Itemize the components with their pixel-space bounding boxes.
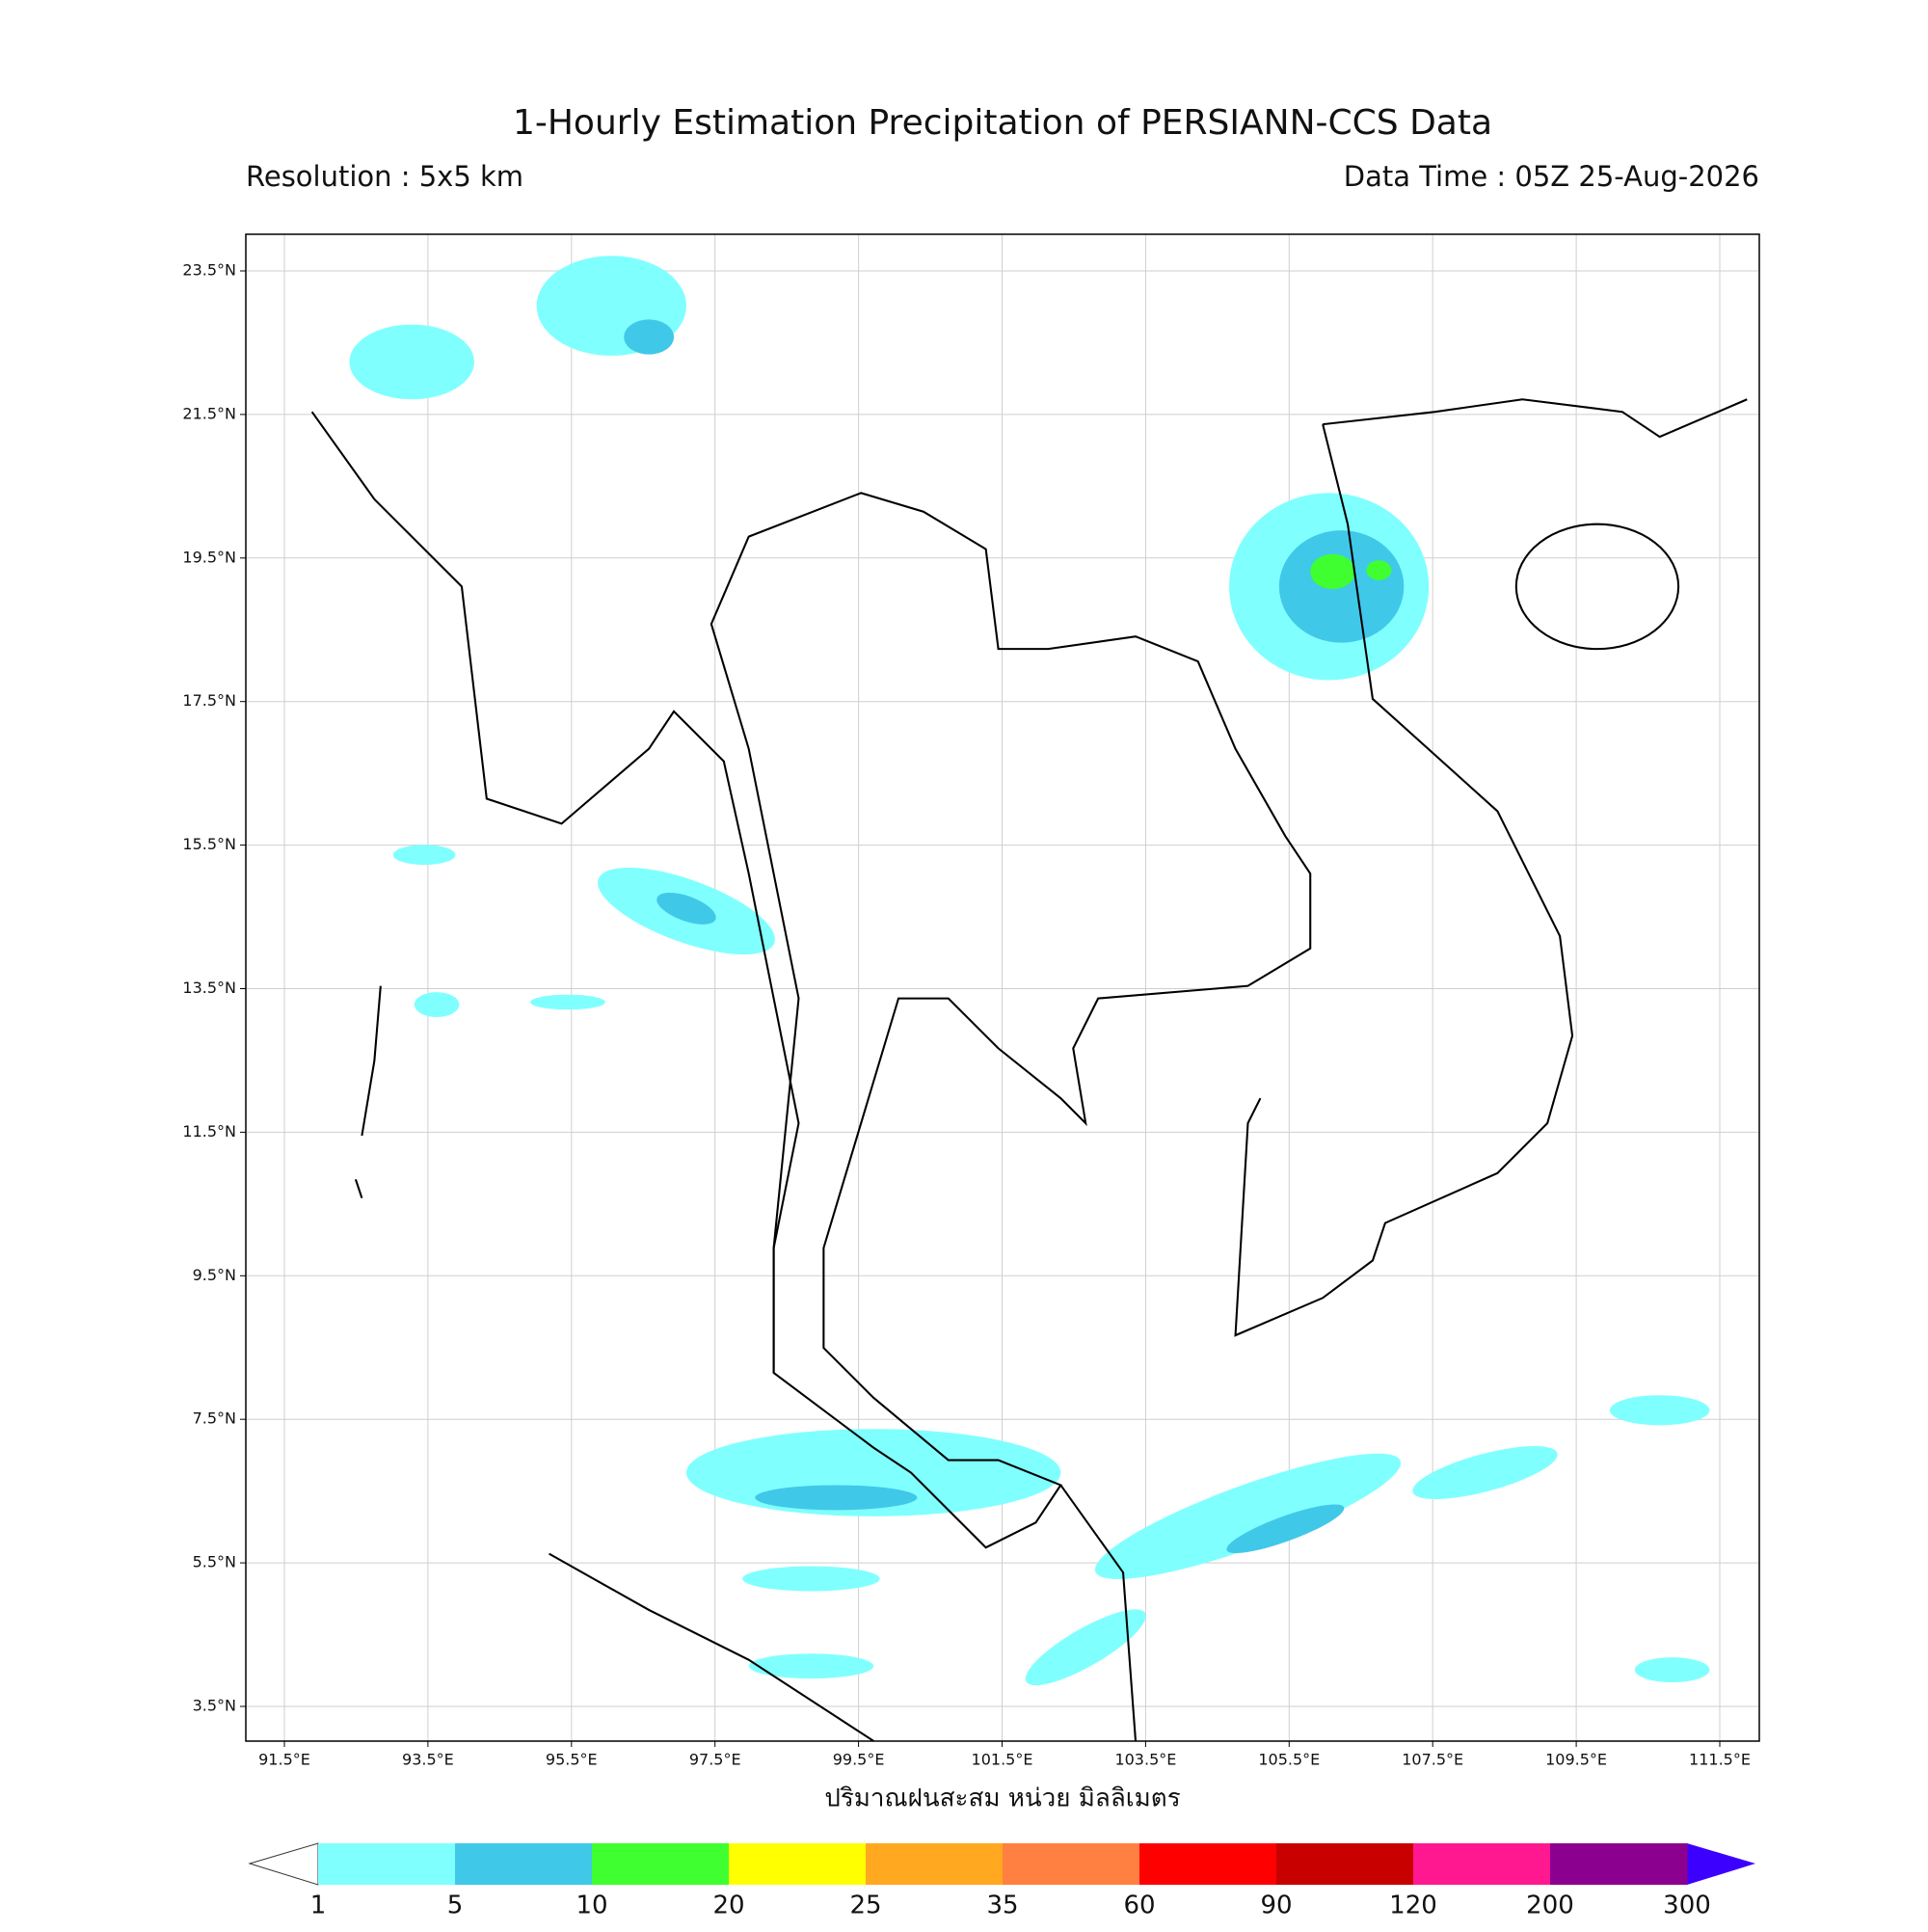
china-coast bbox=[1323, 398, 1748, 439]
lat-tick-label: 9.5°N bbox=[193, 1266, 236, 1284]
colorbar-segment bbox=[1550, 1843, 1688, 1885]
lat-tick-label: 11.5°N bbox=[182, 1122, 236, 1140]
colorbar-label: 5 bbox=[447, 1892, 464, 1920]
hainan bbox=[1514, 523, 1680, 651]
lat-tick-label: 3.5°N bbox=[193, 1697, 236, 1715]
vietnam-coast bbox=[1234, 423, 1574, 1337]
title: 1-Hourly Estimation Precipitation of PER… bbox=[513, 103, 1492, 143]
colorbar-segment bbox=[1139, 1843, 1277, 1885]
colorbar-label: 25 bbox=[849, 1892, 881, 1920]
data-time: Data Time : 05Z 25-Aug-2026 bbox=[1344, 160, 1759, 193]
x-axis-label: ปริมาณฝนสะสม หน่วย มิลลิเมตร bbox=[824, 1784, 1180, 1813]
lon-tick-label: 107.5°E bbox=[1402, 1751, 1463, 1769]
lat-tick-label: 19.5°N bbox=[182, 548, 236, 566]
lat-tick-label: 5.5°N bbox=[193, 1553, 236, 1571]
lat-tick-label: 13.5°N bbox=[182, 979, 236, 997]
colorbar-segment bbox=[455, 1843, 593, 1885]
rain-areas bbox=[349, 255, 1710, 1686]
resolution: Resolution : 5x5 km bbox=[246, 160, 523, 193]
colorbar-label: 1 bbox=[310, 1892, 327, 1920]
lon-tick-label: 91.5°E bbox=[258, 1751, 310, 1769]
lon-tick-label: 95.5°E bbox=[546, 1751, 598, 1769]
lat-tick-label: 23.5°N bbox=[182, 261, 236, 280]
colorbar-segment bbox=[1003, 1843, 1140, 1885]
map-features bbox=[310, 255, 1748, 1742]
colorbar-label: 90 bbox=[1260, 1892, 1292, 1920]
colorbar-label: 120 bbox=[1389, 1892, 1437, 1920]
lat-tick-label: 17.5°N bbox=[182, 691, 236, 710]
lon-tick-label: 111.5°E bbox=[1689, 1751, 1751, 1769]
lon-tick-label: 105.5°E bbox=[1258, 1751, 1320, 1769]
myanmar-coast bbox=[310, 411, 800, 1373]
lon-tick-label: 109.5°E bbox=[1545, 1751, 1607, 1769]
colorbar-under bbox=[248, 1842, 319, 1886]
colorbar-label: 35 bbox=[986, 1892, 1018, 1920]
lat-tick-label: 21.5°N bbox=[182, 404, 236, 422]
malaysia-coast bbox=[1059, 1484, 1138, 1741]
lon-tick-label: 93.5°E bbox=[402, 1751, 454, 1769]
colorbar-segment bbox=[592, 1843, 730, 1885]
map-frame bbox=[245, 233, 1760, 1742]
lon-tick-label: 99.5°E bbox=[833, 1751, 885, 1769]
colorbar-segment bbox=[729, 1843, 867, 1885]
lat-tick-label: 15.5°N bbox=[182, 835, 236, 853]
thailand-outline bbox=[710, 492, 1312, 1549]
sumatra-coast bbox=[549, 1552, 874, 1742]
lat-tick-label: 7.5°N bbox=[193, 1409, 236, 1428]
grid: 23.5°N 21.5°N 19.5°N 17.5°N 15.5°N 13.5°N 11.5… bbox=[182, 234, 1759, 1769]
colorbar: 1 5 10 20 25 35 60 90 120 200 300 bbox=[310, 1843, 1711, 1920]
colorbar-segment bbox=[318, 1843, 456, 1885]
colorbar-segment bbox=[1276, 1843, 1414, 1885]
colorbar-label: 10 bbox=[576, 1892, 607, 1920]
colorbar-over bbox=[1687, 1843, 1755, 1885]
lon-tick-label: 97.5°E bbox=[689, 1751, 741, 1769]
colorbar-label: 20 bbox=[712, 1892, 744, 1920]
andaman-islands bbox=[354, 985, 382, 1199]
colorbar-label: 200 bbox=[1526, 1892, 1574, 1920]
colorbar-segment bbox=[1413, 1843, 1551, 1885]
colorbar-label: 300 bbox=[1663, 1892, 1711, 1920]
colorbar-segment bbox=[866, 1843, 1004, 1885]
colorbar-label: 60 bbox=[1123, 1892, 1155, 1920]
lon-tick-label: 101.5°E bbox=[972, 1751, 1033, 1769]
lon-tick-label: 103.5°E bbox=[1114, 1751, 1176, 1769]
